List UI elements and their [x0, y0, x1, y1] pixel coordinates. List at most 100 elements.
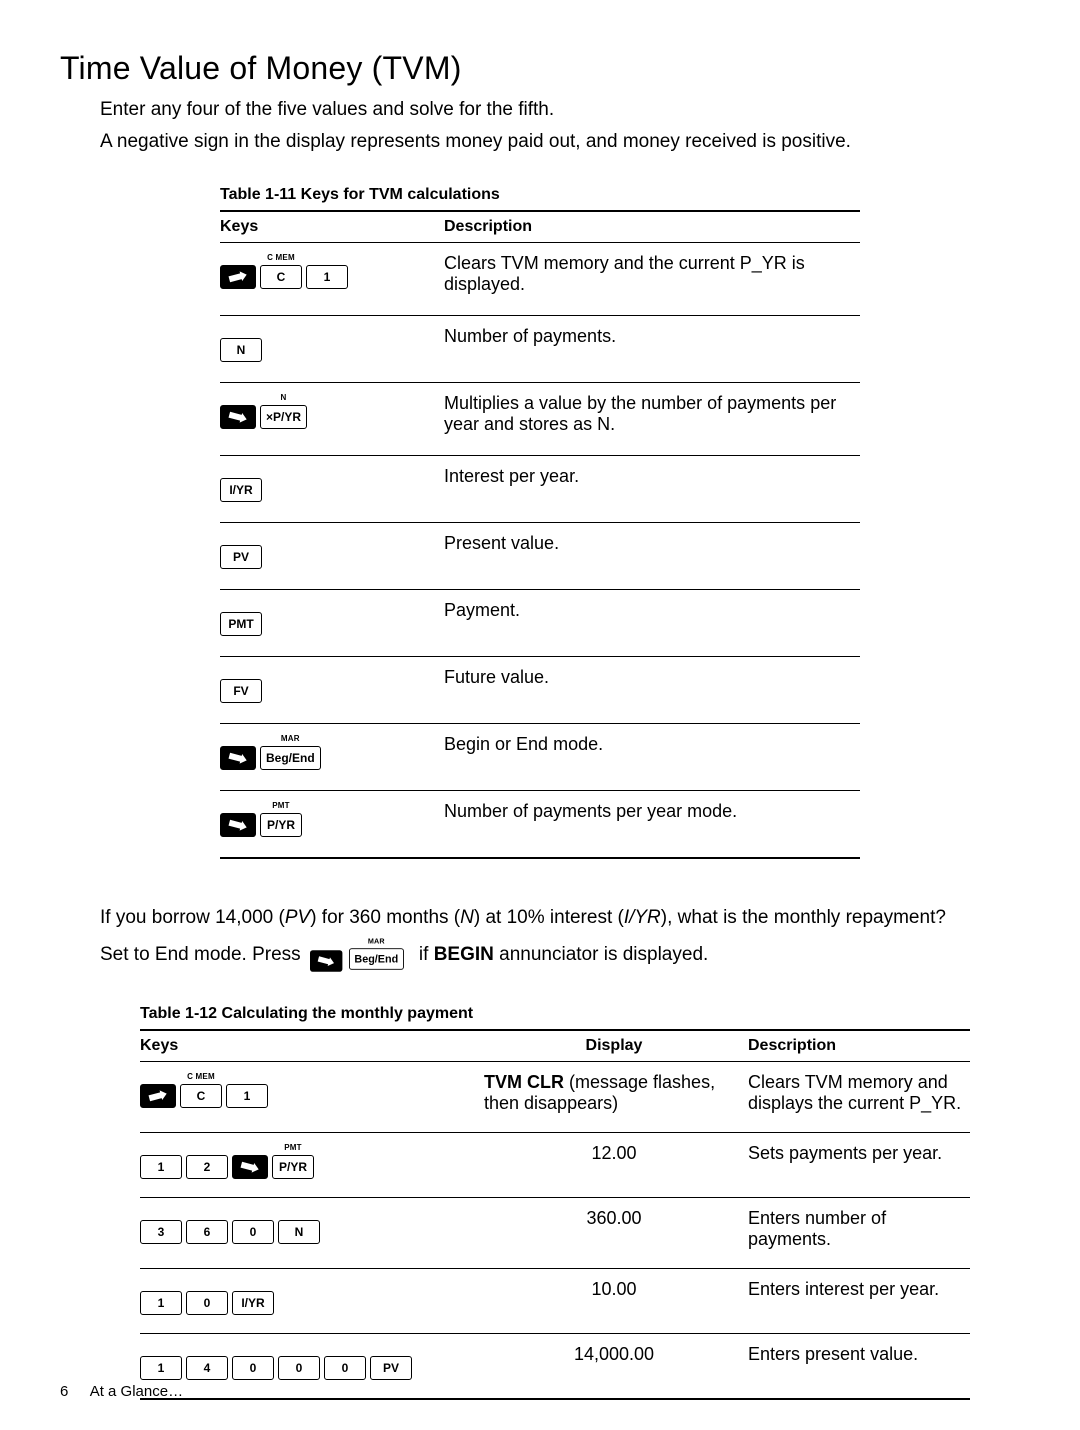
t11-desc-cell: Interest per year. [444, 456, 860, 523]
calc-key-0: 0 [186, 1291, 228, 1315]
t12-keys-cell: 3 6 0 N [140, 1197, 484, 1268]
t11-keys-cell: C MEM C 1 [220, 243, 444, 316]
key-label: I/YR [241, 1297, 264, 1309]
t11-keys-cell: I/YR [220, 456, 444, 523]
shift-down-key-icon [232, 1155, 268, 1179]
key-label: 1 [244, 1090, 251, 1102]
table-row: I/YR Interest per year. [220, 456, 860, 523]
example-setmode: Set to End mode. Press MARBeg/End if BEG… [100, 937, 1010, 973]
table-row: FVFuture value. [220, 657, 860, 724]
t11-head-desc: Description [444, 211, 860, 243]
t12-head-keys: Keys [140, 1030, 484, 1062]
t12-display-cell: TVM CLR (message flashes, then disappear… [484, 1061, 748, 1132]
key-label: 1 [158, 1297, 165, 1309]
table-row: 360N360.00Enters number of payments. [140, 1197, 970, 1268]
example-q-mid1: ) for 360 months ( [310, 907, 460, 928]
table-row: PMTP/YRNumber of payments per year mode. [220, 791, 860, 859]
calc-key-3: 3 [140, 1220, 182, 1244]
calc-key--p-yr: N×P/YR [260, 405, 307, 429]
key-label: P/YR [267, 819, 295, 831]
calc-key-p-yr: PMTP/YR [272, 1155, 314, 1179]
t11-keys-cell: N [220, 316, 444, 383]
shift-down-key-icon [220, 813, 256, 837]
t12-keys-cell: 1 4 0 0 0 PV [140, 1333, 484, 1399]
setmode-pre: Set to End mode. Press [100, 944, 306, 965]
t12-desc-cell: Enters number of payments. [748, 1197, 970, 1268]
calc-key-pmt: PMT [220, 612, 262, 636]
key-label: 2 [204, 1161, 211, 1173]
table-row: PMT Payment. [220, 590, 860, 657]
calc-key-0: 0 [278, 1356, 320, 1380]
t11-desc-cell: Begin or End mode. [444, 724, 860, 791]
t12-keys-cell: C MEMC1 [140, 1061, 484, 1132]
key-sequence: N [220, 326, 262, 362]
key-sequence: 3 6 0 N [140, 1208, 320, 1244]
manual-page: Time Value of Money (TVM) Enter any four… [0, 0, 1080, 1430]
key-annunciator: C MEM [181, 1073, 221, 1081]
t11-desc-cell: Clears TVM memory and the current P_YR i… [444, 243, 860, 316]
key-label: 4 [204, 1362, 211, 1374]
key-label: C [277, 271, 286, 283]
t11-keys-cell: PMTP/YR [220, 791, 444, 859]
table-row: MARBeg/End Begin or End mode. [220, 724, 860, 791]
example-q-mid2: ) at 10% interest ( [474, 907, 624, 928]
key-sequence: FV [220, 667, 262, 703]
calc-key-n: N [278, 1220, 320, 1244]
shift-down-key-icon [310, 950, 342, 972]
key-annunciator: PMT [273, 1144, 313, 1152]
calc-key-0: 0 [232, 1220, 274, 1244]
page-title: Time Value of Money (TVM) [60, 50, 1010, 87]
key-label: P/YR [279, 1161, 307, 1173]
key-label: 0 [250, 1362, 257, 1374]
calc-key-1: 1 [306, 265, 348, 289]
key-label: 1 [158, 1362, 165, 1374]
shift-down-key-icon [220, 405, 256, 429]
t11-keys-cell: FV [220, 657, 444, 724]
example-question: If you borrow 14,000 (PV) for 360 months… [100, 905, 1010, 931]
key-label: 0 [342, 1362, 349, 1374]
calc-key-0: 0 [232, 1356, 274, 1380]
key-annunciator: C MEM [261, 254, 301, 262]
calc-key-pv: PV [370, 1356, 412, 1380]
t12-head-desc: Description [748, 1030, 970, 1062]
page-footer: 6 At a Glance… [60, 1383, 183, 1400]
key-annunciator: MAR [261, 735, 320, 743]
page-number: 6 [60, 1383, 68, 1400]
key-sequence: 1 4 0 0 0 PV [140, 1344, 412, 1380]
table-1-11-caption: Table 1-11 Keys for TVM calculations [220, 186, 860, 204]
example-n: N [460, 907, 474, 928]
table-1-12: Table 1-12 Calculating the monthly payme… [140, 1005, 970, 1400]
calc-key-i-yr: I/YR [220, 478, 262, 502]
calc-key-2: 2 [186, 1155, 228, 1179]
t11-head-keys: Keys [220, 211, 444, 243]
shift-up-key-icon [220, 265, 256, 289]
key-label: 1 [324, 271, 331, 283]
t11-keys-cell: PMT [220, 590, 444, 657]
shift-up-key-icon [140, 1084, 176, 1108]
key-label: PMT [228, 618, 253, 630]
key-label: 0 [296, 1362, 303, 1374]
key-sequence: PV [220, 533, 262, 569]
key-label: 0 [204, 1297, 211, 1309]
key-label: 3 [158, 1226, 165, 1238]
key-sequence: I/YR [220, 466, 262, 502]
key-label: N [237, 344, 246, 356]
calc-key-beg-end: MARBeg/End [260, 746, 321, 770]
t11-desc-cell: Present value. [444, 523, 860, 590]
table-row: 14000PV14,000.00Enters present value. [140, 1333, 970, 1399]
key-sequence: C MEMC1 [140, 1072, 268, 1108]
table-row: C MEMC1 TVM CLR (message flashes, then di… [140, 1061, 970, 1132]
key-sequence: PMTP/YR [220, 801, 302, 837]
key-label: I/YR [229, 484, 252, 496]
key-label: 6 [204, 1226, 211, 1238]
calc-key-6: 6 [186, 1220, 228, 1244]
calc-key-0: 0 [324, 1356, 366, 1380]
key-label: N [295, 1226, 304, 1238]
t11-desc-cell: Payment. [444, 590, 860, 657]
table-row: NNumber of payments. [220, 316, 860, 383]
calc-key-i-yr: I/YR [232, 1291, 274, 1315]
display-bold: TVM CLR [484, 1072, 564, 1092]
t12-display-cell: 12.00 [484, 1132, 748, 1197]
key-sequence: C MEM C 1 [220, 253, 348, 289]
calc-key-1: 1 [226, 1084, 268, 1108]
